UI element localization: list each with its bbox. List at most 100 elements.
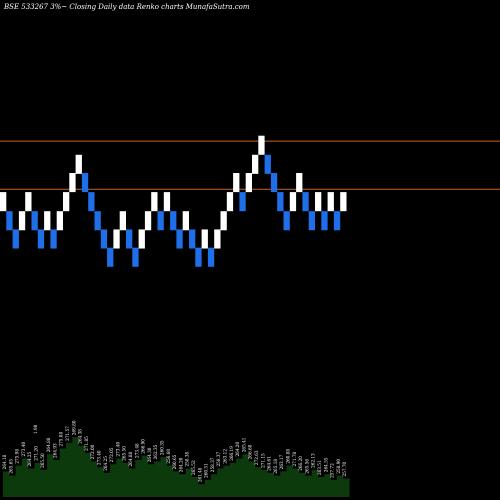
- renko-brick-up: [63, 192, 70, 212]
- renko-brick-down: [277, 192, 284, 212]
- volume-bars: [3, 437, 350, 497]
- renko-brick-down: [239, 192, 246, 212]
- renko-brick-up: [340, 192, 347, 212]
- volume-label: 258.37: [216, 452, 221, 467]
- volume-label: 271.78: [292, 452, 297, 467]
- renko-brick-down: [132, 247, 139, 267]
- volume-label: 262.35: [153, 444, 158, 459]
- renko-brick-down: [302, 192, 309, 212]
- renko-brick-up: [151, 192, 158, 212]
- renko-brick-down: [308, 211, 315, 231]
- renko-brick-down: [321, 211, 328, 231]
- renko-brick-up: [163, 192, 171, 212]
- volume-label: 271.15: [260, 453, 265, 468]
- renko-brick-up: [214, 229, 221, 249]
- renko-brick-up: [25, 192, 32, 212]
- volume-label: 260.35: [160, 440, 165, 455]
- renko-brick-up: [69, 173, 76, 193]
- renko-brick-up: [289, 192, 297, 212]
- volume-label: 273.40: [115, 442, 120, 457]
- renko-brick-up: [18, 211, 26, 231]
- renko-brick-down: [12, 229, 19, 249]
- renko-brick-down: [50, 229, 57, 249]
- renko-brick-up: [113, 229, 120, 249]
- renko-brick-up: [119, 211, 126, 231]
- volume-label: 266.90: [141, 439, 146, 454]
- volume-label: 275.98: [15, 449, 20, 464]
- renko-brick-down: [100, 229, 108, 249]
- volume-label: 261.48: [197, 467, 202, 482]
- renko-brick-up: [327, 192, 334, 212]
- volume-label: 264.88: [128, 452, 133, 467]
- renko-brick-down: [195, 247, 202, 267]
- volume-label: 265.50: [40, 453, 45, 468]
- volume-label: 257.70: [342, 461, 347, 476]
- volume-label: 262.13: [311, 453, 316, 468]
- volume-label: 264.25: [103, 456, 108, 471]
- renko-brick-up: [144, 211, 152, 231]
- renko-brick-up: [315, 192, 322, 212]
- volume-label: 258.37: [210, 457, 215, 472]
- volume-extra-label: 1.98: [33, 424, 38, 434]
- volume-label: 265.18: [273, 459, 278, 474]
- volume-label: 264.30: [147, 447, 152, 462]
- renko-brick-up: [252, 154, 259, 174]
- volume-label: 264.20: [235, 442, 240, 457]
- volume-label: 265.56: [304, 459, 309, 474]
- renko-brick-down: [31, 211, 38, 231]
- volume-label: 271.85: [84, 436, 89, 451]
- volume-label: 260.51: [204, 463, 209, 478]
- renko-brick-up: [245, 173, 252, 193]
- renko-brick-down: [333, 211, 341, 231]
- volume-label: 260.88: [286, 449, 291, 464]
- volume-label: 272.05: [109, 447, 114, 462]
- volume-label: 264.25: [27, 452, 32, 467]
- chart-title: BSE 533267 3%~ Closing Daily data Renko …: [3, 3, 250, 11]
- volume-label: 271.57: [65, 426, 70, 441]
- volume-label: 258.90: [336, 459, 341, 474]
- renko-brick-up: [56, 211, 63, 231]
- renko-brick-down: [176, 229, 183, 249]
- volume-label: 264.38: [78, 429, 83, 444]
- renko-brick-up: [75, 154, 82, 174]
- volume-label: 266.20: [298, 456, 303, 471]
- renko-brick-up: [296, 173, 303, 193]
- volume-label: 271.20: [34, 446, 39, 461]
- renko-brick-up: [201, 229, 208, 249]
- volume-label: 266.68: [248, 444, 253, 459]
- volume-label: 264.61: [267, 456, 272, 471]
- volume-label: 272.63: [254, 450, 259, 465]
- volume-label: 273.48: [134, 443, 139, 458]
- volume-label: 266.19: [229, 446, 234, 461]
- volume-label: 275.88: [59, 432, 64, 447]
- volume-label: 264.88: [46, 437, 51, 452]
- volume-label: 257.72: [330, 463, 335, 478]
- volume-label: 258.38: [185, 452, 190, 467]
- volume-label: 272.00: [90, 444, 95, 459]
- renko-bricks: [0, 135, 347, 267]
- renko-brick-up: [258, 135, 265, 155]
- volume-label: 264.93: [52, 443, 57, 458]
- renko-brick-down: [81, 173, 89, 193]
- renko-brick-down: [189, 229, 196, 249]
- volume-label: 263.51: [317, 460, 322, 475]
- renko-brick-down: [37, 229, 45, 249]
- volume-label: 260.65: [172, 454, 177, 469]
- renko-brick-up: [233, 173, 240, 193]
- renko-brick-down: [264, 154, 271, 174]
- renko-brick-down: [170, 211, 177, 231]
- renko-brick-up: [220, 211, 227, 231]
- renko-brick-up: [182, 211, 189, 231]
- renko-brick-down: [207, 247, 215, 267]
- volume-label: 256.60: [166, 449, 171, 464]
- renko-brick-down: [88, 192, 95, 212]
- renko-brick-up: [226, 192, 234, 212]
- volume-label: 263.12: [223, 449, 228, 464]
- volume-label: 273.40: [21, 442, 26, 457]
- volume-label: 273.40: [97, 450, 102, 465]
- renko-brick-down: [94, 211, 101, 231]
- volume-label: 265.50: [122, 446, 127, 461]
